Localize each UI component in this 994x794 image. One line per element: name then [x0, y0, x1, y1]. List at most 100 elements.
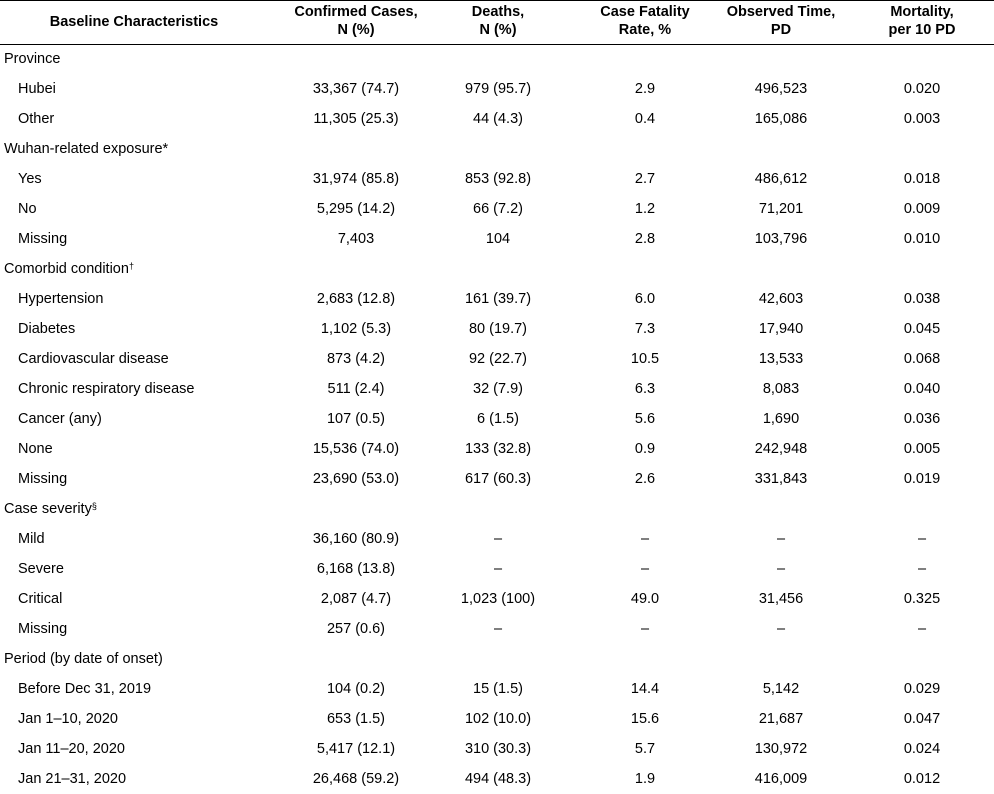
- table-cell: 15,536 (74.0): [290, 440, 422, 458]
- table-cell: 1.9: [578, 770, 712, 788]
- header-case-fatality-rate: Case Fatality Rate, %: [578, 3, 712, 39]
- table-cell: –: [430, 530, 566, 548]
- row-label: Mild: [18, 530, 45, 548]
- table-cell: 102 (10.0): [430, 710, 566, 728]
- table-row: Yes31,974 (85.8)853 (92.8)2.7486,6120.01…: [0, 164, 994, 194]
- row-label: Cardiovascular disease: [18, 350, 169, 368]
- table-cell: –: [712, 530, 850, 548]
- table-row: Missing 7,403 104 2.8103,796 0.010: [0, 224, 994, 254]
- table-cell: 416,009: [712, 770, 850, 788]
- row-label: Critical: [18, 590, 62, 608]
- table-cell: 7,403: [290, 230, 422, 248]
- row-label: Hypertension: [18, 290, 103, 308]
- table-cell: 33,367 (74.7): [290, 80, 422, 98]
- row-label: Jan 21–31, 2020: [18, 770, 126, 788]
- section-row: Comorbid condition†: [0, 254, 994, 284]
- table-cell: 0.010: [862, 230, 982, 248]
- table-cell: 257 (0.6): [290, 620, 422, 638]
- table-cell: 0.024: [862, 740, 982, 758]
- header-line: per 10 PD: [862, 21, 982, 39]
- table-cell: –: [578, 530, 712, 548]
- section-row: Period (by date of onset): [0, 644, 994, 674]
- row-label: Severe: [18, 560, 64, 578]
- table-cell: 5,295 (14.2): [290, 200, 422, 218]
- table-cell: 873 (4.2): [290, 350, 422, 368]
- table-cell: 0.4: [578, 110, 712, 128]
- table-cell: 15 (1.5): [430, 680, 566, 698]
- section-label: Period (by date of onset): [4, 650, 163, 668]
- table-row: None15,536 (74.0)133 (32.8)0.9242,9480.0…: [0, 434, 994, 464]
- table-row: Cardiovascular disease 873 (4.2) 92 (22.7)…: [0, 344, 994, 374]
- table-cell: –: [430, 620, 566, 638]
- table-cell: 44 (4.3): [430, 110, 566, 128]
- table-cell: 6,168 (13.8): [290, 560, 422, 578]
- table-cell: –: [712, 560, 850, 578]
- header-line: Rate, %: [578, 21, 712, 39]
- footnote-mark: †: [129, 261, 134, 271]
- table-cell: 31,974 (85.8): [290, 170, 422, 188]
- table-cell: 310 (30.3): [430, 740, 566, 758]
- table-cell: 6.3: [578, 380, 712, 398]
- table-cell: 2.8: [578, 230, 712, 248]
- table-cell: 2.9: [578, 80, 712, 98]
- header-deaths: Deaths, N (%): [430, 3, 566, 39]
- table-cell: 5.6: [578, 410, 712, 428]
- table-row: Other11,305 (25.3)44 (4.3)0.4165,0860.00…: [0, 104, 994, 134]
- table-cell: 1,023 (100): [430, 590, 566, 608]
- table-cell: 511 (2.4): [290, 380, 422, 398]
- table-cell: 104: [430, 230, 566, 248]
- table-cell: –: [578, 560, 712, 578]
- table-cell: 31,456: [712, 590, 850, 608]
- row-label: No: [18, 200, 37, 218]
- section-label: Case severity§: [4, 500, 97, 518]
- table-cell: 0.068: [862, 350, 982, 368]
- table-row: Jan 11–20, 20205,417 (12.1)310 (30.3)5.7…: [0, 734, 994, 764]
- table-row: No5,295 (14.2)66 (7.2)1.271,2010.009: [0, 194, 994, 224]
- table-cell: 653 (1.5): [290, 710, 422, 728]
- table-cell: 0.045: [862, 320, 982, 338]
- header-line: Case Fatality: [578, 3, 712, 21]
- section-row: Province: [0, 44, 994, 74]
- row-label: None: [18, 440, 53, 458]
- header-line: N (%): [286, 21, 426, 39]
- row-label: Missing: [18, 230, 67, 248]
- row-label: Diabetes: [18, 320, 75, 338]
- table-cell: 8,083: [712, 380, 850, 398]
- table-cell: 7.3: [578, 320, 712, 338]
- table-cell: 1,102 (5.3): [290, 320, 422, 338]
- table-cell: 0.047: [862, 710, 982, 728]
- table-cell: 0.029: [862, 680, 982, 698]
- table-cell: 0.019: [862, 470, 982, 488]
- row-label: Jan 1–10, 2020: [18, 710, 118, 728]
- table-cell: 92 (22.7): [430, 350, 566, 368]
- row-label: Cancer (any): [18, 410, 102, 428]
- table-cell: 242,948: [712, 440, 850, 458]
- table-cell: 103,796: [712, 230, 850, 248]
- table-cell: 1,690: [712, 410, 850, 428]
- table-row: Missing23,690 (53.0)617 (60.3)2.6331,843…: [0, 464, 994, 494]
- table-row: Missing257 (0.6)––––: [0, 614, 994, 644]
- table-cell: 23,690 (53.0): [290, 470, 422, 488]
- table-cell: 130,972: [712, 740, 850, 758]
- row-label: Hubei: [18, 80, 56, 98]
- table-cell: –: [430, 560, 566, 578]
- table-cell: 0.040: [862, 380, 982, 398]
- table-cell: 133 (32.8): [430, 440, 566, 458]
- table-cell: 11,305 (25.3): [290, 110, 422, 128]
- table-cell: 0.009: [862, 200, 982, 218]
- table-cell: 494 (48.3): [430, 770, 566, 788]
- row-label: Chronic respiratory disease: [18, 380, 195, 398]
- table-row: Jan 21–31, 202026,468 (59.2)494 (48.3)1.…: [0, 764, 994, 794]
- table-cell: 0.325: [862, 590, 982, 608]
- row-label: Missing: [18, 620, 67, 638]
- table-row: Before Dec 31, 2019104 (0.2)15 (1.5)14.4…: [0, 674, 994, 704]
- table-top-rule: [0, 0, 994, 1]
- table-cell: 0.005: [862, 440, 982, 458]
- table-row: Critical2,087 (4.7)1,023 (100)49.031,456…: [0, 584, 994, 614]
- table-cell: 486,612: [712, 170, 850, 188]
- table-cell: 66 (7.2): [430, 200, 566, 218]
- header-line: PD: [712, 21, 850, 39]
- section-label: Comorbid condition†: [4, 260, 134, 278]
- row-label: Missing: [18, 470, 67, 488]
- footnote-mark: §: [92, 501, 97, 511]
